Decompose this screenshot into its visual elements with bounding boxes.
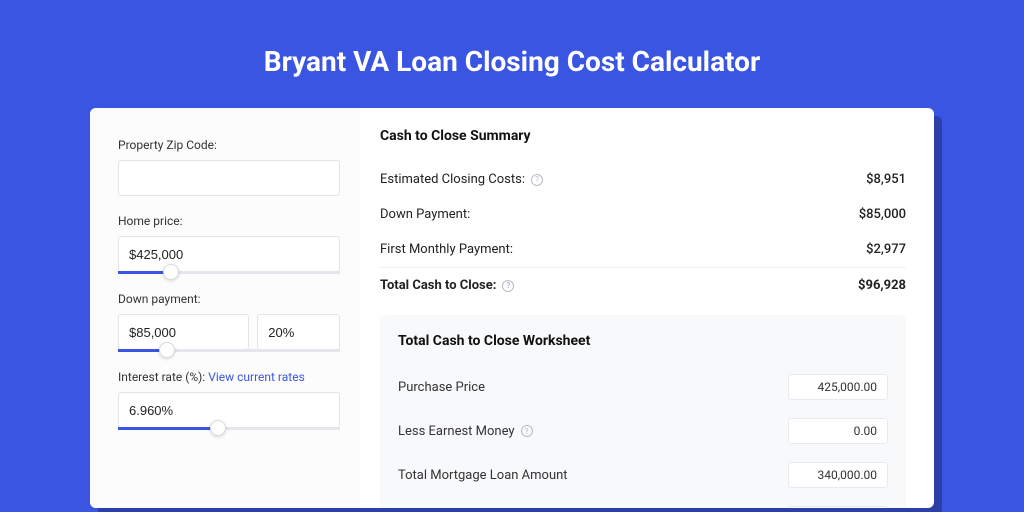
summary-row-label: First Monthly Payment:: [380, 242, 513, 257]
summary-row-label: Down Payment:: [380, 207, 470, 222]
summary-total-row: Total Cash to Close: ? $96,928: [380, 267, 906, 303]
worksheet-row-value: 425,000.00: [788, 374, 888, 400]
input-panel: Property Zip Code: Home price: Down paym…: [90, 108, 360, 508]
summary-row-value: $85,000: [859, 207, 906, 222]
summary-total-label: Total Cash to Close:: [380, 278, 496, 293]
summary-row-label: Estimated Closing Costs:: [380, 172, 525, 187]
worksheet-row-label: Less Earnest Money: [398, 424, 515, 439]
down-payment-label: Down payment:: [118, 292, 340, 306]
slider-thumb[interactable]: [210, 420, 226, 436]
interest-rate-input[interactable]: [118, 392, 340, 428]
down-payment-input[interactable]: [118, 314, 249, 350]
zip-input[interactable]: [118, 160, 340, 196]
slider-thumb[interactable]: [159, 342, 175, 358]
view-rates-link[interactable]: View current rates: [208, 370, 305, 384]
down-payment-pct-input[interactable]: [257, 314, 340, 350]
summary-total-value: $96,928: [858, 278, 906, 293]
down-payment-slider[interactable]: [118, 349, 340, 352]
home-price-label: Home price:: [118, 214, 340, 228]
summary-title: Cash to Close Summary: [380, 128, 906, 144]
worksheet-title: Total Cash to Close Worksheet: [398, 333, 888, 349]
interest-rate-label-text: Interest rate (%):: [118, 370, 205, 384]
worksheet-row-label: Total Mortgage Loan Amount: [398, 468, 568, 483]
slider-fill: [118, 427, 218, 430]
worksheet-row-label: Purchase Price: [398, 380, 485, 395]
worksheet-row-value: 340,000.00: [788, 462, 888, 488]
home-price-slider[interactable]: [118, 271, 340, 274]
summary-row-value: $2,977: [866, 242, 906, 257]
home-price-input[interactable]: [118, 236, 340, 272]
zip-group: Property Zip Code:: [118, 138, 340, 196]
worksheet-row: Total Second Mortgage Amount?0.00: [398, 497, 888, 508]
slider-thumb[interactable]: [163, 264, 179, 280]
home-price-group: Home price:: [118, 214, 340, 274]
worksheet-row: Total Mortgage Loan Amount 340,000.00: [398, 453, 888, 497]
worksheet-row: Purchase Price 425,000.00: [398, 365, 888, 409]
help-icon[interactable]: ?: [502, 280, 514, 292]
calculator-card: Property Zip Code: Home price: Down paym…: [90, 108, 934, 508]
summary-row: Estimated Closing Costs:? $8,951: [380, 162, 906, 197]
page-title: Bryant VA Loan Closing Cost Calculator: [0, 0, 1024, 108]
summary-row-value: $8,951: [866, 172, 906, 187]
interest-rate-slider[interactable]: [118, 427, 340, 430]
summary-row: First Monthly Payment: $2,977: [380, 232, 906, 267]
worksheet-row-value: 0.00: [788, 418, 888, 444]
down-payment-group: Down payment:: [118, 292, 340, 352]
worksheet-row-value: 0.00: [788, 506, 888, 508]
zip-label: Property Zip Code:: [118, 138, 340, 152]
summary-row: Down Payment: $85,000: [380, 197, 906, 232]
summary-panel: Cash to Close Summary Estimated Closing …: [360, 108, 934, 508]
worksheet-card: Total Cash to Close Worksheet Purchase P…: [380, 315, 906, 508]
interest-rate-group: Interest rate (%): View current rates: [118, 370, 340, 430]
interest-rate-label: Interest rate (%): View current rates: [118, 370, 340, 384]
help-icon[interactable]: ?: [531, 174, 543, 186]
worksheet-row: Less Earnest Money? 0.00: [398, 409, 888, 453]
help-icon[interactable]: ?: [521, 425, 533, 437]
